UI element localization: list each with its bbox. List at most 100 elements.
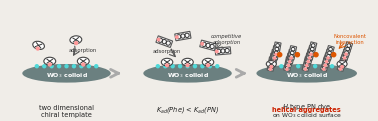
Polygon shape (288, 46, 297, 60)
Circle shape (166, 64, 169, 67)
Circle shape (43, 65, 46, 68)
Circle shape (289, 61, 291, 63)
Circle shape (322, 65, 325, 68)
Text: competitive
adsorption: competitive adsorption (211, 34, 242, 45)
Polygon shape (270, 49, 278, 64)
Ellipse shape (77, 57, 89, 65)
Circle shape (308, 57, 311, 59)
Circle shape (278, 53, 282, 57)
Circle shape (95, 65, 98, 68)
Polygon shape (156, 36, 173, 47)
Circle shape (186, 65, 189, 68)
Circle shape (339, 68, 341, 70)
Circle shape (87, 65, 90, 68)
Circle shape (65, 65, 68, 68)
Polygon shape (285, 53, 294, 67)
Polygon shape (337, 57, 347, 71)
Polygon shape (340, 49, 350, 64)
Text: WO$_3$ colloid: WO$_3$ colloid (45, 71, 88, 80)
Circle shape (73, 65, 76, 68)
Circle shape (57, 65, 60, 68)
Circle shape (304, 68, 307, 70)
Circle shape (156, 65, 159, 68)
Circle shape (314, 65, 317, 68)
Circle shape (82, 63, 85, 66)
Circle shape (208, 65, 211, 68)
Ellipse shape (337, 61, 347, 67)
Polygon shape (287, 49, 295, 64)
Circle shape (50, 65, 53, 68)
Polygon shape (306, 46, 315, 60)
Text: helical aggregates: helical aggregates (272, 107, 341, 113)
Circle shape (272, 61, 274, 63)
Ellipse shape (143, 64, 232, 83)
Polygon shape (325, 45, 334, 60)
Circle shape (288, 65, 291, 68)
Circle shape (297, 65, 300, 68)
Circle shape (270, 66, 273, 68)
Polygon shape (341, 45, 351, 60)
Circle shape (280, 65, 283, 68)
Circle shape (310, 53, 312, 55)
Text: Noncovalent
interaction: Noncovalent interaction (333, 34, 366, 45)
Polygon shape (321, 57, 330, 71)
Circle shape (48, 63, 51, 66)
Circle shape (341, 66, 343, 68)
Circle shape (290, 57, 292, 59)
Text: adsorption: adsorption (68, 48, 96, 53)
Circle shape (194, 65, 197, 68)
Ellipse shape (22, 64, 111, 83)
Circle shape (287, 64, 290, 67)
Text: two dimensional
chiral template: two dimensional chiral template (39, 105, 94, 118)
Text: $K_{ad}$(Phe) < $K_{ad}$(PN): $K_{ad}$(Phe) < $K_{ad}$(PN) (156, 105, 219, 115)
Polygon shape (302, 57, 311, 71)
Text: on WO$_3$ colloid surface: on WO$_3$ colloid surface (272, 111, 342, 120)
Circle shape (269, 68, 271, 70)
Circle shape (307, 61, 309, 63)
Circle shape (274, 57, 276, 59)
Polygon shape (215, 47, 231, 55)
Circle shape (201, 43, 203, 45)
Polygon shape (200, 40, 216, 51)
Ellipse shape (33, 41, 45, 49)
Polygon shape (267, 57, 276, 71)
Circle shape (186, 64, 189, 67)
Circle shape (325, 61, 328, 63)
Circle shape (36, 47, 39, 50)
Polygon shape (273, 42, 281, 56)
Polygon shape (323, 49, 333, 64)
Circle shape (314, 53, 318, 57)
Circle shape (201, 65, 204, 68)
Circle shape (171, 65, 174, 68)
Circle shape (275, 53, 277, 55)
Circle shape (271, 65, 274, 68)
Text: WO$_3$ colloid: WO$_3$ colloid (286, 71, 328, 80)
Text: $H$-type PN dye: $H$-type PN dye (282, 102, 332, 112)
Polygon shape (304, 53, 313, 68)
Circle shape (157, 38, 160, 41)
Polygon shape (175, 31, 191, 41)
Ellipse shape (182, 58, 193, 66)
Polygon shape (343, 42, 353, 56)
Polygon shape (269, 53, 277, 67)
Circle shape (176, 36, 178, 38)
Circle shape (305, 65, 308, 68)
Polygon shape (322, 53, 332, 68)
Ellipse shape (161, 58, 173, 66)
Circle shape (271, 64, 273, 67)
Circle shape (164, 65, 167, 68)
Polygon shape (284, 57, 293, 71)
Circle shape (344, 57, 345, 59)
Circle shape (332, 53, 336, 57)
Circle shape (216, 65, 219, 68)
Text: adsorption: adsorption (153, 49, 181, 54)
Circle shape (345, 53, 347, 55)
Text: WO$_3$ colloid: WO$_3$ colloid (167, 71, 209, 80)
Ellipse shape (44, 57, 56, 65)
Circle shape (75, 42, 77, 45)
Circle shape (179, 65, 181, 68)
Circle shape (341, 64, 343, 66)
Circle shape (324, 64, 326, 67)
Circle shape (35, 65, 38, 68)
Ellipse shape (266, 61, 276, 67)
